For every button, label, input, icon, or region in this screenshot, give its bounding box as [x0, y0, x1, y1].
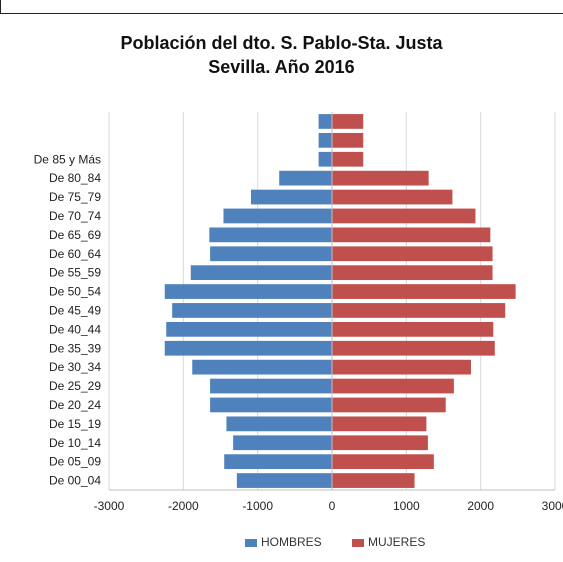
- bar-mujeres: [332, 454, 434, 470]
- y-tick-label: De 70_74: [49, 209, 101, 223]
- bar-hombres: [236, 473, 332, 488]
- bar-hombres: [318, 132, 332, 148]
- bar-mujeres: [332, 170, 429, 186]
- legend-label-mujeres: MUJERES: [368, 535, 426, 549]
- bar-mujeres: [332, 378, 454, 394]
- bar-hombres: [224, 454, 332, 470]
- y-tick-label: De 65_69: [49, 228, 101, 242]
- bar-mujeres: [332, 246, 493, 262]
- bar-hombres: [190, 265, 332, 281]
- x-tick-label: 3000: [542, 499, 563, 513]
- y-tick-label: De 45_49: [49, 303, 101, 317]
- bar-hombres: [210, 397, 332, 413]
- bar-hombres: [223, 208, 332, 224]
- legend-swatch-mujeres: [352, 538, 364, 547]
- legend-hombres: HOMBRES: [245, 535, 322, 549]
- y-tick-label: De 35_39: [49, 341, 101, 355]
- bar-hombres: [318, 114, 332, 129]
- y-tick-label: De 50_54: [49, 285, 101, 299]
- bar-mujeres: [332, 227, 491, 243]
- bar-hombres: [164, 284, 332, 299]
- legend-label-hombres: HOMBRES: [261, 535, 322, 549]
- bar-hombres: [166, 321, 332, 337]
- bar-mujeres: [332, 132, 364, 148]
- y-tick-label: De 60_64: [49, 247, 101, 261]
- bar-mujeres: [332, 284, 516, 299]
- y-tick-label: De 00_04: [49, 474, 101, 488]
- y-tick-label: De 30_34: [49, 360, 101, 374]
- bar-mujeres: [332, 321, 494, 337]
- bar-mujeres: [332, 303, 506, 318]
- x-tick-label: 2000: [467, 499, 494, 513]
- bar-mujeres: [332, 340, 495, 356]
- bar-hombres: [210, 246, 332, 262]
- y-tick-label: De 25_29: [49, 379, 101, 393]
- legend-mujeres: MUJERES: [352, 535, 425, 549]
- bar-hombres: [172, 303, 332, 318]
- y-tick-label: De 20_24: [49, 398, 101, 412]
- top-border: [0, 0, 563, 14]
- bar-hombres: [318, 151, 332, 167]
- bar-mujeres: [332, 435, 428, 451]
- x-tick-label: 1000: [393, 499, 420, 513]
- bar-hombres: [209, 227, 332, 243]
- bar-mujeres: [332, 397, 446, 413]
- bar-hombres: [279, 170, 332, 186]
- bar-hombres: [250, 189, 332, 205]
- bar-hombres: [164, 340, 332, 356]
- x-tick-label: -2000: [168, 499, 199, 513]
- bar-hombres: [192, 359, 332, 375]
- y-tick-label: De 85 y Más: [34, 152, 101, 166]
- bar-mujeres: [332, 473, 415, 488]
- legend-swatch-hombres: [245, 538, 257, 547]
- y-tick-label: De 55_59: [49, 266, 101, 280]
- bar-hombres: [233, 435, 332, 451]
- x-tick-label: -1000: [242, 499, 273, 513]
- y-tick-label: De 40_44: [49, 322, 101, 336]
- y-tick-label: De 75_79: [49, 190, 101, 204]
- bar-mujeres: [332, 359, 472, 375]
- x-tick-label: 0: [329, 499, 336, 513]
- bar-mujeres: [332, 416, 427, 432]
- x-tick-label: -3000: [94, 499, 125, 513]
- y-tick-label: De 80_84: [49, 171, 101, 185]
- bar-mujeres: [332, 265, 493, 281]
- bar-mujeres: [332, 151, 364, 167]
- chart-title: Población del dto. S. Pablo-Sta. Justa: [120, 33, 443, 53]
- bar-mujeres: [332, 114, 364, 129]
- bar-hombres: [210, 378, 332, 394]
- y-tick-label: De 15_19: [49, 417, 101, 431]
- y-tick-label: De 10_14: [49, 436, 101, 450]
- bar-mujeres: [332, 208, 476, 224]
- bar-hombres: [226, 416, 332, 432]
- chart-subtitle: Sevilla. Año 2016: [208, 57, 355, 77]
- bar-mujeres: [332, 189, 453, 205]
- y-tick-label: De 05_09: [49, 455, 101, 469]
